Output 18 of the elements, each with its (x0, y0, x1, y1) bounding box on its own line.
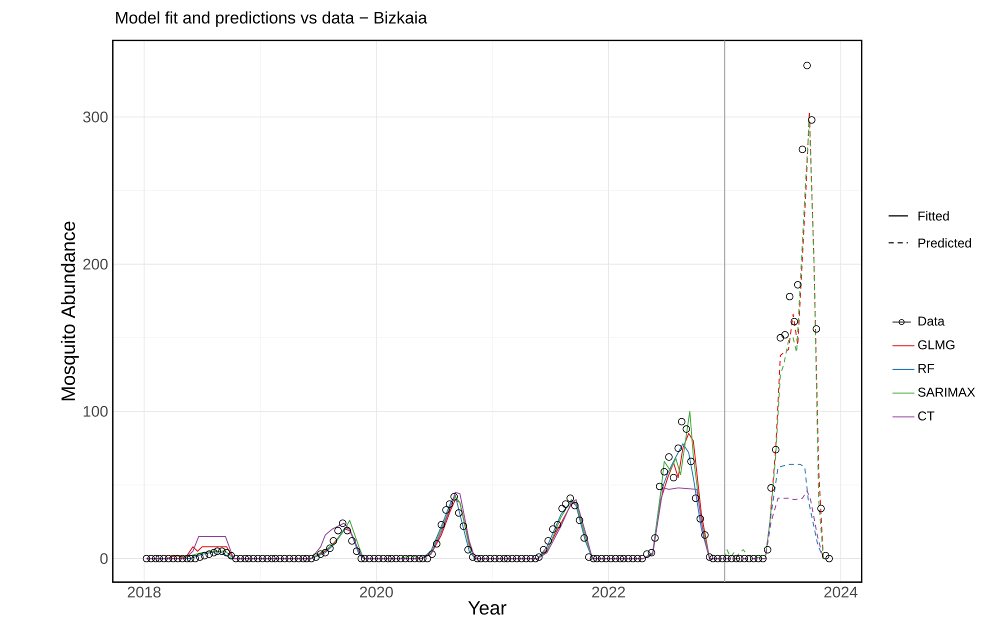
legend-label: Data (918, 316, 945, 326)
legend-label: GLMG (918, 340, 954, 350)
x-tick-label: 2018 (128, 586, 161, 598)
x-tick-label: 2022 (592, 586, 625, 598)
y-axis-title: Mosquito Abundance (60, 221, 79, 400)
chart-title: Model fit and predictions vs data − Bizkaia (116, 11, 428, 27)
legend-label: CT (918, 411, 934, 420)
y-tick-label: 200 (83, 258, 108, 270)
legend-label: SARIMAX (918, 388, 976, 397)
legend-label: RF (918, 364, 934, 373)
x-axis-title: Year (468, 601, 506, 615)
text: Fitted (918, 211, 949, 220)
y-tick-label: 300 (83, 111, 108, 122)
y-tick-label: 100 (84, 406, 108, 417)
y-tick-label: 0 (100, 552, 108, 564)
text: Predicted (918, 238, 971, 248)
x-tick-label: 2020 (360, 586, 393, 598)
x-tick-label: 2024 (824, 586, 858, 598)
